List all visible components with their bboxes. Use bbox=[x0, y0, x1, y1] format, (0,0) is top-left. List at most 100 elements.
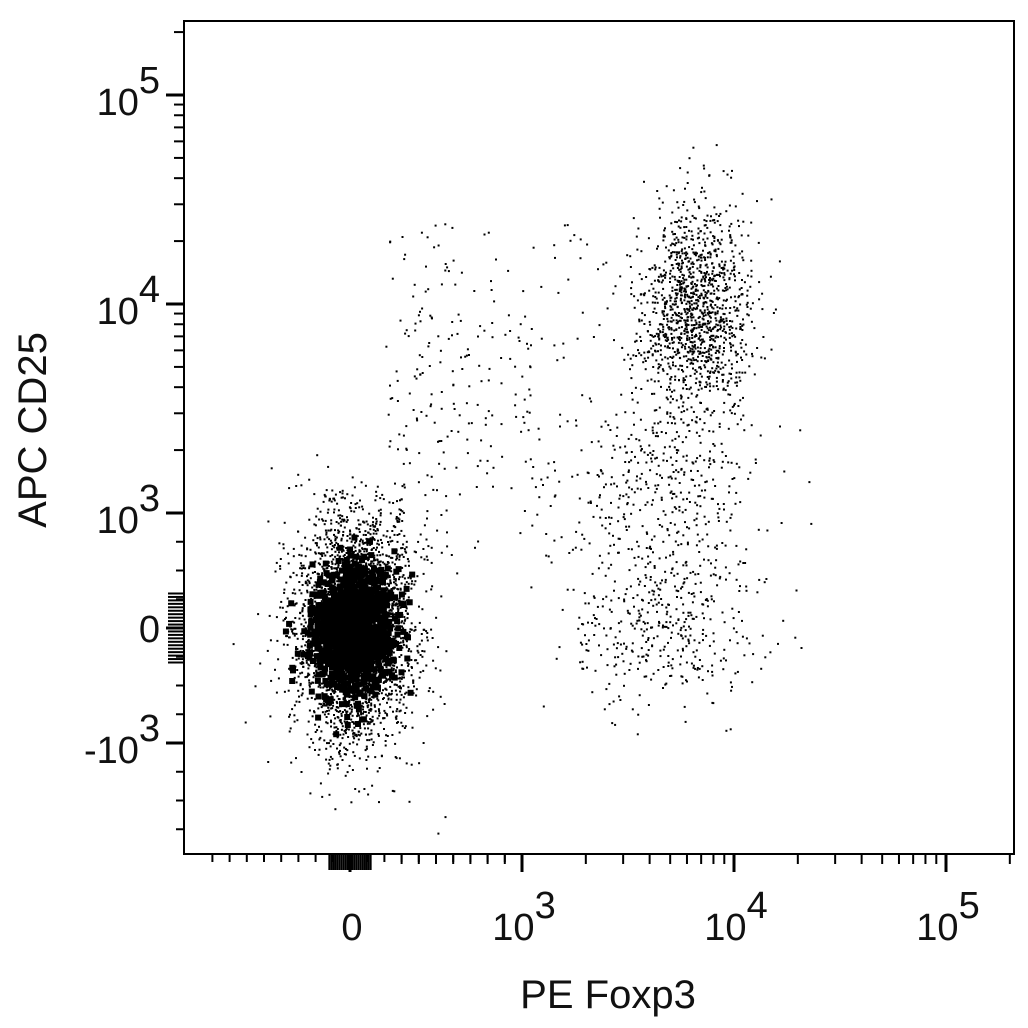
data-point bbox=[301, 688, 304, 691]
data-point bbox=[356, 696, 359, 699]
data-point bbox=[665, 302, 668, 305]
data-point bbox=[333, 626, 336, 629]
data-point bbox=[343, 666, 346, 669]
data-point bbox=[313, 653, 320, 660]
data-point bbox=[671, 357, 674, 359]
data-point bbox=[289, 600, 292, 603]
data-point bbox=[321, 795, 324, 798]
data-point bbox=[379, 579, 382, 582]
data-point bbox=[356, 612, 359, 615]
data-point bbox=[358, 679, 361, 682]
data-point bbox=[323, 538, 326, 541]
data-point bbox=[397, 677, 400, 680]
data-point bbox=[396, 568, 399, 571]
data-point bbox=[369, 524, 372, 527]
data-point bbox=[373, 704, 376, 707]
data-point bbox=[335, 603, 338, 606]
data-point bbox=[379, 590, 382, 593]
data-point bbox=[326, 616, 329, 619]
data-point bbox=[359, 588, 362, 590]
data-point bbox=[683, 200, 686, 203]
data-point bbox=[326, 722, 329, 725]
data-point bbox=[725, 317, 728, 320]
data-point bbox=[358, 591, 365, 597]
data-point bbox=[369, 670, 372, 673]
data-point bbox=[334, 555, 337, 558]
data-point bbox=[367, 793, 370, 796]
data-point bbox=[353, 732, 356, 735]
data-point bbox=[324, 543, 327, 546]
data-point bbox=[710, 303, 712, 306]
data-point bbox=[361, 577, 364, 580]
data-point bbox=[323, 616, 326, 619]
data-point bbox=[346, 671, 349, 674]
data-point bbox=[338, 655, 341, 658]
data-point bbox=[708, 251, 711, 254]
data-point bbox=[326, 654, 328, 657]
data-point bbox=[314, 634, 317, 637]
data-point bbox=[344, 582, 347, 584]
data-point bbox=[371, 715, 374, 718]
data-point bbox=[306, 645, 309, 648]
data-point bbox=[388, 662, 391, 664]
data-point bbox=[705, 220, 708, 223]
data-point bbox=[330, 721, 333, 724]
data-point bbox=[336, 548, 339, 551]
data-point bbox=[401, 625, 403, 628]
data-point bbox=[406, 617, 409, 620]
data-point bbox=[375, 676, 378, 679]
data-point bbox=[325, 575, 328, 577]
data-point bbox=[411, 711, 414, 714]
data-point bbox=[330, 608, 333, 611]
data-point bbox=[310, 628, 312, 631]
data-point bbox=[381, 665, 384, 668]
data-point bbox=[357, 632, 360, 635]
data-point bbox=[344, 664, 347, 667]
data-point bbox=[333, 614, 335, 617]
data-point bbox=[383, 648, 390, 655]
data-point bbox=[391, 623, 394, 626]
data-point bbox=[398, 508, 401, 511]
data-point bbox=[395, 558, 398, 561]
data-point bbox=[372, 690, 375, 693]
data-point bbox=[347, 671, 350, 674]
data-point bbox=[328, 630, 331, 633]
data-point bbox=[323, 650, 326, 653]
data-point bbox=[332, 743, 335, 745]
data-point bbox=[368, 701, 370, 704]
data-point bbox=[393, 533, 396, 536]
data-point bbox=[350, 703, 352, 706]
data-point bbox=[361, 508, 364, 511]
data-point bbox=[413, 629, 416, 632]
data-point bbox=[352, 610, 355, 613]
data-point bbox=[378, 587, 381, 590]
data-point bbox=[331, 562, 334, 565]
data-point bbox=[378, 571, 380, 574]
data-point bbox=[326, 702, 329, 705]
data-point bbox=[318, 647, 321, 650]
data-point bbox=[320, 619, 327, 625]
data-point bbox=[351, 607, 354, 610]
data-point bbox=[350, 559, 353, 562]
data-point bbox=[363, 550, 366, 553]
data-point bbox=[367, 670, 370, 672]
data-point bbox=[326, 620, 329, 623]
data-point bbox=[378, 714, 381, 717]
data-point bbox=[366, 567, 369, 570]
data-point bbox=[431, 585, 434, 588]
data-point bbox=[326, 655, 329, 658]
data-point bbox=[346, 549, 349, 552]
data-point bbox=[299, 611, 302, 614]
data-point bbox=[432, 708, 435, 711]
data-point bbox=[394, 636, 397, 639]
data-point bbox=[309, 594, 312, 597]
data-point bbox=[374, 673, 377, 676]
data-point bbox=[334, 680, 337, 683]
data-point bbox=[345, 594, 347, 597]
data-point bbox=[339, 632, 346, 639]
data-point bbox=[352, 689, 355, 692]
data-point bbox=[308, 655, 311, 658]
data-point bbox=[353, 651, 356, 654]
data-point bbox=[343, 598, 346, 601]
data-point bbox=[376, 600, 379, 603]
